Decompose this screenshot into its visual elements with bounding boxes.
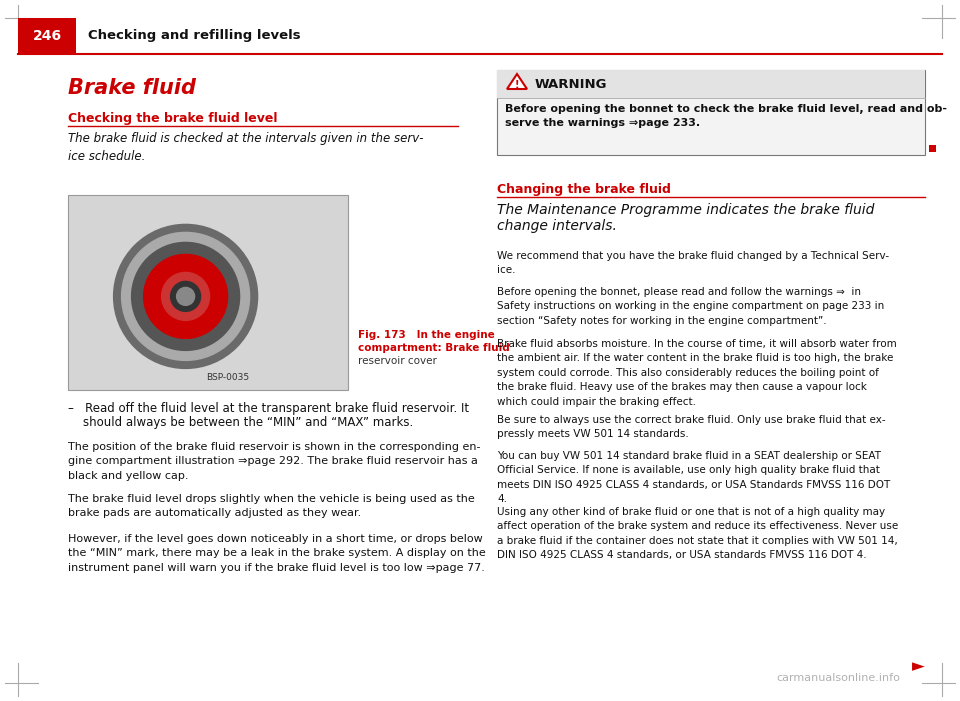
- Text: We recommend that you have the brake fluid changed by a Technical Serv-
ice.: We recommend that you have the brake flu…: [497, 251, 889, 275]
- Text: However, if the level goes down noticeably in a short time, or drops below
the “: However, if the level goes down noticeab…: [68, 534, 486, 573]
- Text: WARNING: WARNING: [535, 78, 608, 90]
- Text: You can buy VW 501 14 standard brake fluid in a SEAT dealership or SEAT
Official: You can buy VW 501 14 standard brake flu…: [497, 451, 890, 504]
- Text: Checking and refilling levels: Checking and refilling levels: [88, 29, 300, 43]
- Text: Changing the brake fluid: Changing the brake fluid: [497, 183, 671, 196]
- Bar: [18, 18, 76, 54]
- Text: Brake fluid absorbs moisture. In the course of time, it will absorb water from
t: Brake fluid absorbs moisture. In the cou…: [497, 339, 897, 407]
- Circle shape: [144, 254, 228, 339]
- Text: carmanualsonline.info: carmanualsonline.info: [776, 673, 900, 683]
- Text: should always be between the “MIN” and “MAX” marks.: should always be between the “MIN” and “…: [68, 416, 413, 429]
- Text: The position of the brake fluid reservoir is shown in the corresponding en-
gine: The position of the brake fluid reservoi…: [68, 442, 481, 481]
- Text: The brake fluid level drops slightly when the vehicle is being used as the
brake: The brake fluid level drops slightly whe…: [68, 494, 475, 519]
- Text: 246: 246: [33, 29, 61, 43]
- Text: change intervals.: change intervals.: [497, 219, 617, 233]
- Text: BSP-0035: BSP-0035: [206, 373, 250, 382]
- Circle shape: [113, 224, 257, 369]
- Circle shape: [177, 287, 195, 306]
- Text: The Maintenance Programme indicates the brake fluid: The Maintenance Programme indicates the …: [497, 203, 875, 217]
- Text: –   Read off the fluid level at the transparent brake fluid reservoir. It: – Read off the fluid level at the transp…: [68, 402, 469, 415]
- Text: !: !: [515, 80, 519, 90]
- Text: reservoir cover: reservoir cover: [358, 356, 437, 366]
- Circle shape: [132, 243, 240, 350]
- Circle shape: [171, 281, 201, 311]
- Text: The brake fluid is checked at the intervals given in the serv-
ice schedule.: The brake fluid is checked at the interv…: [68, 132, 423, 163]
- Text: Fig. 173   In the engine: Fig. 173 In the engine: [358, 330, 494, 340]
- Text: Before opening the bonnet, please read and follow the warnings ⇒  in
Safety inst: Before opening the bonnet, please read a…: [497, 287, 884, 326]
- Circle shape: [122, 233, 250, 360]
- Text: Checking the brake fluid level: Checking the brake fluid level: [68, 112, 277, 125]
- Text: Using any other kind of brake fluid or one that is not of a high quality may
aff: Using any other kind of brake fluid or o…: [497, 507, 899, 560]
- Bar: [497, 70, 925, 155]
- Polygon shape: [507, 74, 527, 89]
- Bar: [929, 145, 936, 152]
- Bar: [68, 195, 348, 390]
- Text: Brake fluid: Brake fluid: [68, 78, 196, 98]
- Text: compartment: Brake fluid: compartment: Brake fluid: [358, 343, 510, 353]
- Bar: [497, 70, 925, 98]
- Text: ►: ►: [912, 657, 925, 675]
- Text: Be sure to always use the correct brake fluid. Only use brake fluid that ex-
pre: Be sure to always use the correct brake …: [497, 415, 886, 440]
- Text: Before opening the bonnet to check the brake fluid level, read and ob-: Before opening the bonnet to check the b…: [505, 104, 947, 114]
- Circle shape: [161, 273, 209, 320]
- Text: serve the warnings ⇒page 233.: serve the warnings ⇒page 233.: [505, 118, 700, 128]
